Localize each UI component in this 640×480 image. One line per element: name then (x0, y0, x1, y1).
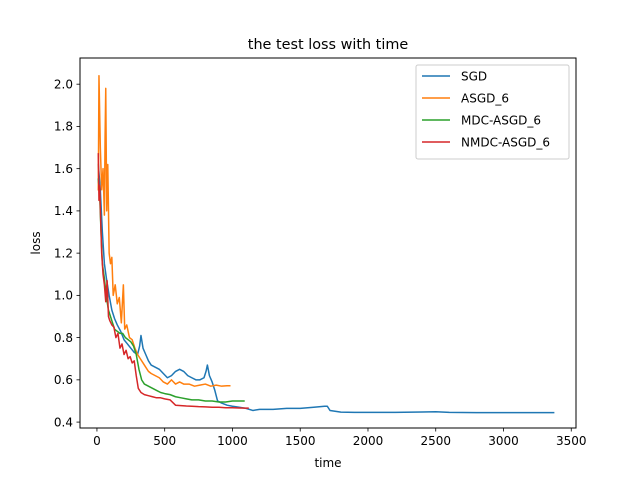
y-axis-label: loss (29, 231, 43, 254)
y-tick-label: 0.6 (54, 373, 73, 387)
y-tick-label: 0.8 (54, 331, 73, 345)
x-axis: 0 500 1000 1500 2000 2500 3000 3500 (93, 428, 587, 448)
x-tick-label: 0 (93, 434, 101, 448)
x-tick-label: 2500 (420, 434, 451, 448)
legend-label-asgd-6: ASGD_6 (461, 91, 509, 105)
legend-label-nmdc-asgd-6: NMDC-ASGD_6 (461, 135, 550, 149)
x-tick-label: 2000 (353, 434, 384, 448)
y-tick-label: 1.4 (54, 204, 73, 218)
y-tick-label: 1.6 (54, 162, 73, 176)
legend-box (415, 64, 570, 160)
y-tick-label: 1.8 (54, 120, 73, 134)
x-tick-label: 3000 (488, 434, 519, 448)
legend-label-sgd: SGD (461, 69, 487, 83)
x-tick-label: 3500 (556, 434, 587, 448)
x-tick-label: 500 (153, 434, 176, 448)
y-tick-label: 1.0 (54, 289, 73, 303)
y-tick-label: 2.0 (54, 77, 73, 91)
x-tick-label: 1500 (285, 434, 316, 448)
series-line-mdc-asgd-6 (97, 178, 245, 403)
chart-title: the test loss with time (248, 37, 409, 53)
series-line-nmdc-asgd-6 (97, 153, 249, 409)
y-axis: 0.4 0.6 0.8 1.0 1.2 1.4 1.6 1.8 2.0 (54, 77, 80, 429)
y-tick-label: 0.4 (54, 415, 73, 429)
legend-label-mdc-asgd-6: MDC-ASGD_6 (461, 113, 541, 127)
x-tick-label: 1000 (217, 434, 248, 448)
legend: SGD ASGD_6 MDC-ASGD_6 NMDC-ASGD_6 (415, 64, 570, 160)
series-line-sgd (97, 163, 555, 414)
plot-frame (79, 57, 577, 429)
series-layer (97, 74, 555, 414)
x-axis-label: time (314, 456, 341, 470)
y-tick-label: 1.2 (54, 246, 73, 260)
